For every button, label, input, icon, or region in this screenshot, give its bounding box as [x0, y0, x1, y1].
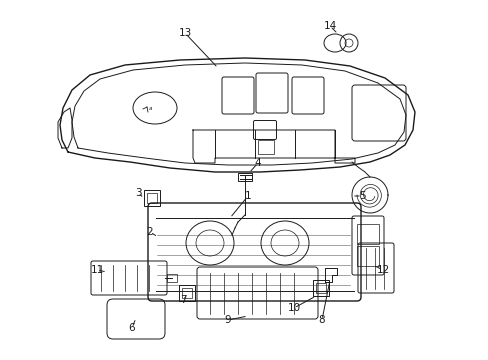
Text: 14: 14 [323, 21, 336, 31]
Bar [315, 283, 325, 293]
Text: 1: 1 [244, 191, 251, 201]
Text: 4: 4 [254, 158, 261, 168]
Bar [147, 193, 157, 203]
Bar [182, 288, 192, 298]
Text: a: a [148, 105, 151, 111]
Bar [258, 140, 273, 154]
Bar [356, 224, 378, 244]
Text: 6: 6 [128, 323, 135, 333]
Bar [179, 285, 195, 301]
Bar [238, 173, 251, 181]
Text: 13: 13 [178, 28, 191, 38]
Text: 12: 12 [376, 265, 389, 275]
Text: 3: 3 [134, 188, 141, 198]
Bar [167, 274, 177, 282]
Text: 7: 7 [179, 295, 186, 305]
Text: 10: 10 [287, 303, 300, 313]
Text: 8: 8 [318, 315, 325, 325]
Text: 5: 5 [358, 191, 365, 201]
Text: 9: 9 [224, 315, 231, 325]
Text: 11: 11 [90, 265, 103, 275]
Text: 2: 2 [146, 227, 153, 237]
Bar [312, 280, 328, 296]
Bar [143, 190, 160, 206]
Bar [356, 246, 378, 266]
